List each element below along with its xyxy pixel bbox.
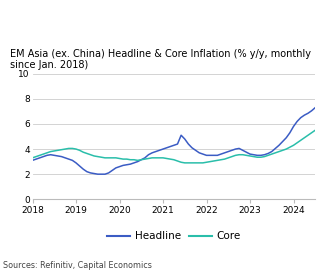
Headline: [96, 173, 100, 176]
Line: Core: Core: [32, 118, 325, 163]
Headline: [150, 151, 154, 155]
Core: [143, 158, 147, 161]
Headline: [194, 149, 198, 152]
Core: [299, 139, 303, 142]
Headline: [31, 159, 34, 162]
Line: Headline: Headline: [32, 99, 325, 174]
Core: [78, 149, 82, 152]
Text: Sources: Refinitiv, Capital Economics: Sources: Refinitiv, Capital Economics: [3, 261, 152, 270]
Headline: [147, 153, 150, 156]
Text: EM Asia (ex. China) Headline & Core Inflation (% y/y, monthly since Jan. 2018): EM Asia (ex. China) Headline & Core Infl…: [10, 49, 311, 70]
Legend: Headline, Core: Headline, Core: [103, 227, 244, 245]
Core: [147, 157, 150, 160]
Core: [194, 161, 198, 165]
Core: [183, 161, 187, 165]
Core: [31, 156, 34, 159]
Headline: [299, 116, 303, 119]
Headline: [324, 98, 325, 101]
Headline: [78, 164, 82, 168]
